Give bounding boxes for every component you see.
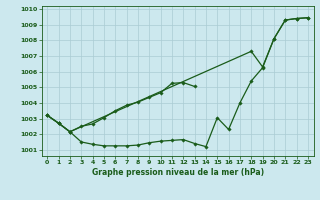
X-axis label: Graphe pression niveau de la mer (hPa): Graphe pression niveau de la mer (hPa) [92, 168, 264, 177]
